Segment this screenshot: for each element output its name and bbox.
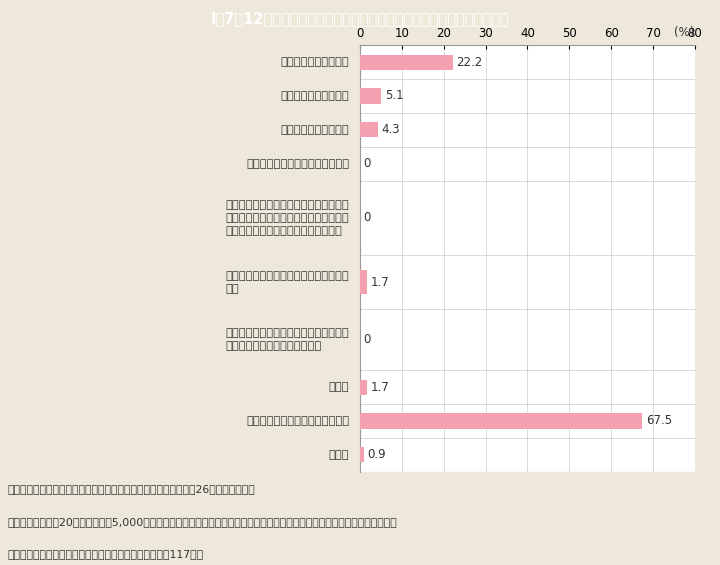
Text: 学校関係者（教員，養護教員，スクール
カウンセラーなど）に相談した: 学校関係者（教員，養護教員，スクール カウンセラーなど）に相談した <box>225 328 349 351</box>
Text: （備考）１．内閣府「男女間における暴力に関する調査」（平成26年）より作成。: （備考）１．内閣府「男女間における暴力に関する調査」（平成26年）より作成。 <box>7 484 255 494</box>
Text: どこ（だれ）にも相談しなかった: どこ（だれ）にも相談しなかった <box>246 416 349 426</box>
Text: 家族や親戚に相談した: 家族や親戚に相談した <box>281 91 349 101</box>
Text: 無回答: 無回答 <box>328 450 349 460</box>
Text: 0.9: 0.9 <box>367 449 386 462</box>
Text: 5.1: 5.1 <box>384 89 403 102</box>
Bar <box>360 414 642 429</box>
Text: 1.7: 1.7 <box>371 381 390 394</box>
Text: ２．全国20歳以上の男女5,000人を対象とした無作為抽出によるアンケート調査。本設問は，異性から無理やりに性交: ２．全国20歳以上の男女5,000人を対象とした無作為抽出によるアンケート調査。… <box>7 517 397 527</box>
Text: 0: 0 <box>364 211 371 224</box>
Bar <box>360 122 378 137</box>
Bar <box>360 54 453 69</box>
Bar <box>360 88 382 103</box>
Text: 67.5: 67.5 <box>646 415 672 428</box>
Text: 医療関係者（医師，看護師など）に相談
した: 医療関係者（医師，看護師など）に相談 した <box>225 271 349 294</box>
Text: 民間の専門家や専門機関（弁護士・弁護
士会，カウンセラー・カウンセリング機
関，民間シェルターなど）に相談した: 民間の専門家や専門機関（弁護士・弁護 士会，カウンセラー・カウンセリング機 関，… <box>225 200 349 236</box>
Bar <box>360 380 367 395</box>
Text: (%): (%) <box>675 26 695 39</box>
Bar <box>360 270 367 294</box>
Bar <box>360 447 364 463</box>
Text: 0: 0 <box>364 333 371 346</box>
Text: 22.2: 22.2 <box>456 55 482 68</box>
Text: 友人・知人に相談した: 友人・知人に相談した <box>281 57 349 67</box>
Text: 4.3: 4.3 <box>382 123 400 136</box>
Text: 警察に連絡・相談した: 警察に連絡・相談した <box>281 125 349 135</box>
Text: その他: その他 <box>328 382 349 392</box>
Text: されたことがある女性が回答。集計対象者は117人。: されたことがある女性が回答。集計対象者は117人。 <box>7 549 203 559</box>
Text: 1.7: 1.7 <box>371 276 390 289</box>
Text: I－7－12図　異性から無理やりに性交された被害の相談先（複数回答）: I－7－12図 異性から無理やりに性交された被害の相談先（複数回答） <box>211 11 509 26</box>
Text: 警察以外の公的な機関に相談した: 警察以外の公的な機関に相談した <box>246 159 349 169</box>
Text: 0: 0 <box>364 157 371 170</box>
